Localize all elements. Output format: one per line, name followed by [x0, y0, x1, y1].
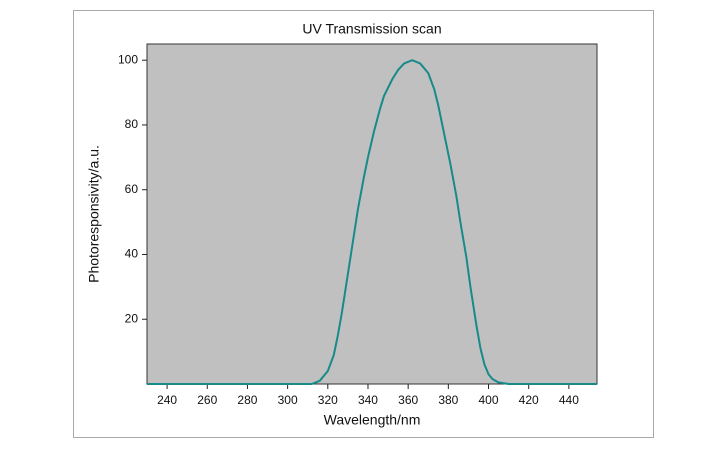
- x-tick-label: 420: [519, 393, 539, 407]
- y-tick-label: 40: [125, 247, 139, 261]
- x-tick-label: 260: [197, 393, 217, 407]
- x-tick-label: 440: [559, 393, 579, 407]
- x-tick-label: 280: [237, 393, 257, 407]
- x-tick-label: 400: [479, 393, 499, 407]
- chart-title: UV Transmission scan: [302, 21, 441, 37]
- y-tick-label: 20: [125, 311, 139, 325]
- x-tick-label: 360: [398, 393, 418, 407]
- x-tick-label: 340: [358, 393, 378, 407]
- y-tick-label: 100: [118, 52, 138, 66]
- y-tick-label: 60: [125, 182, 139, 196]
- y-axis-label: Photoresponsivity/a.u.: [86, 145, 102, 283]
- y-tick-label: 80: [125, 117, 139, 131]
- x-tick-label: 380: [438, 393, 458, 407]
- x-axis-label: Wavelength/nm: [324, 412, 421, 428]
- x-tick-label: 240: [157, 393, 177, 407]
- plot-area: [146, 43, 598, 385]
- data-line: [147, 59, 597, 385]
- x-tick-label: 300: [278, 393, 298, 407]
- x-tick-label: 320: [318, 393, 338, 407]
